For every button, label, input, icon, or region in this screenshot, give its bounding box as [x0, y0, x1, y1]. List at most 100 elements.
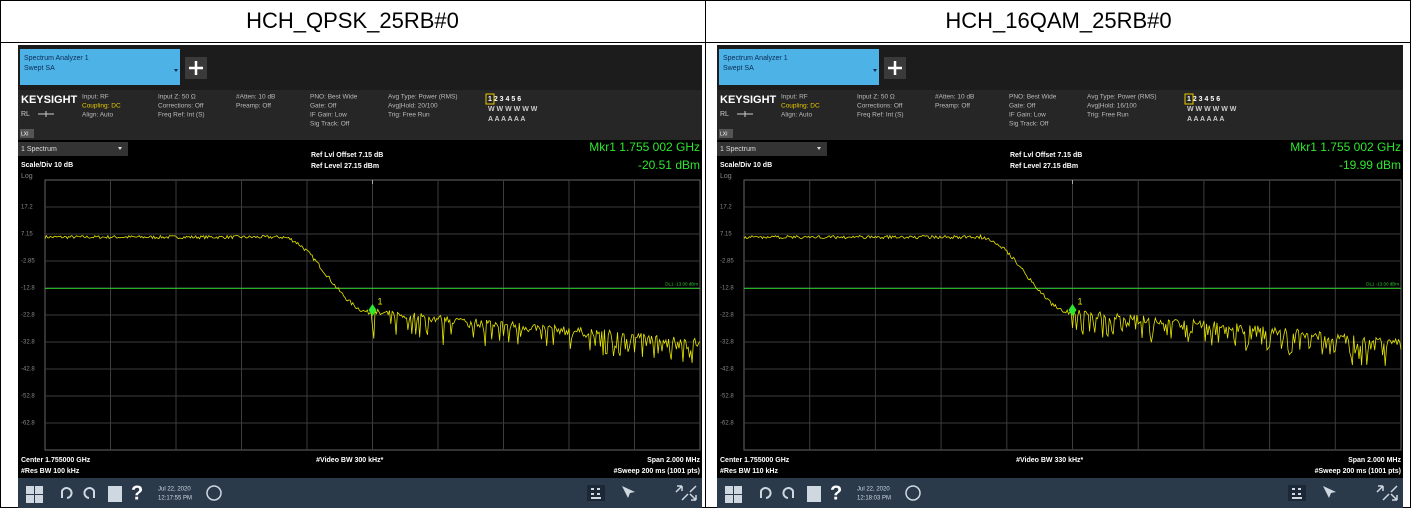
- y-label: -62.8: [720, 421, 734, 427]
- windows-icon: [725, 495, 733, 503]
- marker-level: -20.51 dBm: [638, 158, 700, 172]
- setting: Sig Track: Off: [1009, 121, 1048, 128]
- trace-indicator: W W W W W W: [1187, 106, 1237, 113]
- time: 12:17:55 PM: [158, 496, 192, 502]
- windows-icon: [734, 486, 742, 494]
- help-icon[interactable]: ?: [131, 482, 143, 504]
- add-icon: [189, 61, 203, 75]
- marker: [368, 304, 377, 317]
- y-label: 17.2: [720, 205, 732, 211]
- mode-tab: [719, 49, 879, 85]
- y-label: -32.8: [21, 340, 35, 346]
- setting: Input Z: 50 Ω: [857, 94, 895, 101]
- redo-icon[interactable]: [782, 487, 794, 499]
- rbw: #Res BW 110 kHz: [720, 468, 778, 475]
- y-label: 7.15: [720, 232, 732, 238]
- trace-indicator: 1 2 3 4 5 6: [488, 96, 521, 103]
- y-label: -32.8: [720, 340, 734, 346]
- y-label: 7.15: [21, 232, 33, 238]
- y-label: -2.85: [21, 259, 35, 265]
- window-tab: [18, 142, 128, 156]
- setting: Preamp: Off: [935, 103, 970, 110]
- date: Jul 22, 2020: [857, 487, 890, 493]
- setting: IF Gain: Low: [310, 112, 347, 119]
- setting: Preamp: Off: [236, 103, 271, 110]
- time: 12:18:03 PM: [857, 496, 891, 502]
- touch-icon[interactable]: [1323, 486, 1336, 498]
- y-label: -22.8: [21, 313, 35, 319]
- setting: Coupling: DC: [82, 103, 121, 110]
- trace-indicator: A A A A A A: [1187, 116, 1224, 123]
- column-divider: [705, 0, 706, 508]
- y-label: -2.85: [720, 259, 734, 265]
- keypad-dots: [1292, 488, 1302, 499]
- setting: Avg Type: Power (RMS): [388, 94, 457, 101]
- info-bar: [717, 90, 1403, 140]
- setting: Coupling: DC: [781, 103, 820, 110]
- ref-offset: Ref Lvl Offset 7.15 dB: [1010, 152, 1082, 159]
- setting: #Atten: 10 dB: [935, 94, 974, 101]
- marker-label: 1: [378, 296, 383, 306]
- setting: Gate: Off: [310, 103, 336, 110]
- y-label: -42.8: [21, 367, 35, 373]
- mode-tab: [20, 49, 180, 85]
- fullscreen-icon[interactable]: [675, 485, 697, 501]
- undo-icon[interactable]: [760, 487, 772, 499]
- tab-arrow: [174, 69, 178, 72]
- lxi: LXI: [21, 131, 29, 137]
- trace-indicator: W W W W W W: [488, 106, 538, 113]
- center-freq: Center 1.755000 GHz: [720, 457, 790, 464]
- ref-level: Ref Level 27.15 dBm: [311, 163, 379, 170]
- chat-icon[interactable]: [905, 485, 921, 501]
- trace-indicator: 1 2 3 4 5 6: [1187, 96, 1220, 103]
- chat-icon[interactable]: [206, 485, 222, 501]
- setting: Align: Auto: [82, 112, 113, 119]
- setting: #Atten: 10 dB: [236, 94, 275, 101]
- header-cell: HCH_QPSK_25RB#0: [246, 8, 459, 33]
- scale-type: Log: [720, 173, 732, 180]
- analyzer-screenshot: Spectrum Analyzer 1 Swept SA KEYSIGHT RL LXI…: [717, 45, 1403, 508]
- header-cell: HCH_16QAM_25RB#0: [945, 8, 1172, 33]
- rbw: #Res BW 100 kHz: [21, 468, 80, 475]
- y-label: -22.8: [720, 313, 734, 319]
- sweep: #Sweep 200 ms (1001 pts): [1315, 468, 1401, 475]
- fullscreen-icon[interactable]: [1376, 485, 1398, 501]
- lxi-badge: [20, 129, 34, 138]
- windows-icon: [35, 495, 43, 503]
- y-label: -42.8: [720, 367, 734, 373]
- ref-offset: Ref Lvl Offset 7.15 dB: [311, 152, 383, 159]
- windows-icon: [35, 486, 43, 494]
- window-arrow: [118, 147, 122, 150]
- setting: Input: RF: [781, 94, 808, 101]
- brand: KEYSIGHT: [21, 94, 78, 106]
- input-icon: [737, 111, 753, 117]
- touch-icon[interactable]: [622, 486, 635, 498]
- y-label: -12.8: [21, 286, 35, 292]
- span: Span 2.000 MHz: [1348, 457, 1401, 464]
- undo-icon[interactable]: [61, 487, 73, 499]
- display-line-label: DL1 -13.00 dBm: [1366, 282, 1399, 287]
- analyzer-screenshot: Spectrum Analyzer 1 Swept SA KEYSIGHT RL LXI…: [18, 45, 702, 508]
- display-line-label: DL1 -13.00 dBm: [665, 282, 698, 287]
- file-icon[interactable]: [807, 486, 821, 502]
- setting: Freq Ref: Int (S): [158, 112, 205, 119]
- y-label: -52.8: [720, 394, 734, 400]
- setting: Corrections: Off: [857, 103, 903, 110]
- add-icon: [888, 61, 902, 75]
- vbw: #Video BW 300 kHz*: [316, 457, 383, 464]
- rl-label: RL: [720, 111, 729, 118]
- setting: Gate: Off: [1009, 103, 1035, 110]
- help-icon[interactable]: ?: [830, 482, 842, 504]
- file-icon[interactable]: [108, 486, 122, 502]
- setting: PNO: Best Wide: [310, 94, 358, 101]
- window-tab: [717, 142, 827, 156]
- y-label: 17.2: [21, 205, 33, 211]
- y-label: -52.8: [21, 394, 35, 400]
- redo-icon[interactable]: [83, 487, 95, 499]
- windows-icon: [725, 486, 733, 494]
- tab-name: Spectrum Analyzer 1: [723, 55, 788, 62]
- lxi-badge: [719, 129, 733, 138]
- setting: Avg|Hold: 20/100: [388, 103, 438, 110]
- setting: Trig: Free Run: [1087, 112, 1129, 119]
- tab-name: Spectrum Analyzer 1: [24, 55, 89, 62]
